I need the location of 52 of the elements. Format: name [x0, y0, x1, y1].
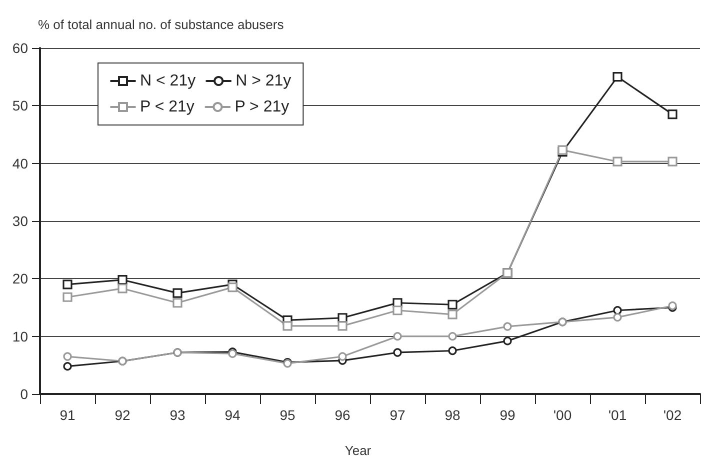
point: [448, 332, 457, 341]
x-tick-label: '00: [553, 407, 572, 423]
x-tick-label: 95: [280, 407, 296, 423]
y-tick-label: 60: [12, 40, 28, 56]
point: [282, 321, 292, 331]
point: [668, 156, 678, 166]
y-tick-label: 40: [12, 155, 28, 172]
y-tick-label: 20: [12, 270, 28, 287]
x-tick-label: '01: [608, 407, 627, 423]
point: [338, 321, 348, 331]
y-tick-label: 50: [12, 98, 28, 114]
y-tick-label: 10: [12, 328, 28, 344]
point: [63, 362, 72, 371]
point: [613, 306, 622, 315]
point: [63, 352, 72, 361]
point: [228, 282, 238, 292]
legend-label: N < 21y: [140, 72, 196, 90]
point: [668, 110, 678, 120]
y-axis-title: % of total annual no. of substance abusers: [38, 17, 284, 32]
point: [503, 322, 512, 331]
point: [62, 292, 72, 302]
x-tick-label: 92: [114, 407, 130, 423]
x-tick-label: 91: [60, 407, 76, 423]
x-tick-label: 99: [500, 407, 516, 423]
point: [118, 275, 128, 285]
point: [393, 332, 402, 341]
x-axis-title: Year: [344, 443, 372, 458]
legend-label: P > 21y: [234, 98, 290, 116]
point: [393, 348, 402, 357]
x-tick-label: 98: [444, 407, 460, 423]
x-tick-label: 96: [334, 407, 350, 423]
point: [448, 300, 458, 310]
x-tick-label: 94: [224, 407, 240, 423]
point: [612, 156, 622, 166]
point: [448, 310, 458, 320]
point: [448, 346, 457, 356]
x-tick-label: '02: [663, 407, 682, 423]
legend-label: P < 21y: [140, 98, 194, 116]
point: [62, 280, 72, 290]
y-tick-label: 30: [12, 213, 28, 229]
point: [118, 284, 128, 294]
point: [172, 288, 182, 298]
x-tick-label: 97: [390, 407, 406, 423]
y-tick-label: 0: [20, 386, 28, 402]
point: [503, 336, 512, 346]
point: [172, 298, 182, 308]
point: [392, 306, 402, 316]
legend-label: N > 21y: [236, 72, 292, 90]
point: [338, 352, 347, 361]
point: [612, 72, 622, 82]
point: [613, 313, 622, 322]
x-tick-label: 93: [170, 407, 186, 423]
